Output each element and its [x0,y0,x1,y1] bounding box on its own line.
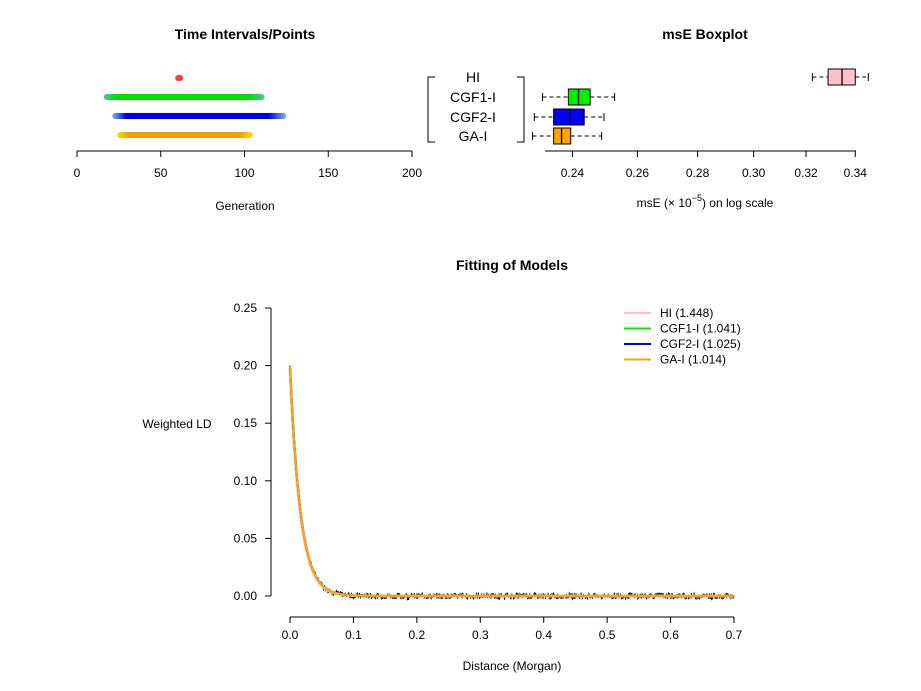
x-tick-label: 0.0 [282,628,299,642]
x-tick-label: 0.5 [599,628,616,642]
boxplot-xlabel: msE (× 10−5) on log scale [637,193,774,210]
legend-label-CGF1-I: CGF1-I (1.041) [660,322,741,336]
boxplot-panel: msE Boxplot HI CGF1-I CGF2-I GA-I 0.24 0.26 0… [427,26,869,210]
category-label-HI: HI [466,69,480,85]
timeline-tick-label: 150 [318,166,338,180]
box-HI [811,68,869,86]
xlabel-exponent: −5 [692,193,702,203]
boxplot-tick-label: 0.30 [742,166,766,180]
box-CGF1-I [541,88,616,106]
interval-bar-CGF2-I [112,113,287,119]
xlabel-prefix: msE ( [637,196,668,210]
category-label-CGF2-I: CGF2-I [450,109,496,125]
category-bracket-right [517,76,525,143]
xlabel-base: 10 [675,196,692,210]
timeline-panel: Time Intervals/Points 0 50 100 150 200 Gener… [74,26,423,213]
x-tick-label: 0.7 [726,628,743,642]
legend-label-GA-I: GA-I (1.014) [660,353,726,367]
category-bracket-left [427,76,435,143]
interval-bar-GA-I [117,132,253,138]
x-tick-label: 0.1 [345,628,362,642]
y-tick-label: 0.15 [234,416,258,430]
timeline-tick-label: 50 [154,166,168,180]
boxplot-tick-label: 0.32 [794,166,818,180]
legend-label-HI: HI (1.448) [660,306,713,320]
timeline-title: Time Intervals/Points [175,26,316,42]
timeline-tick-label: 200 [402,166,422,180]
category-label-CGF1-I: CGF1-I [450,89,496,105]
y-tick-label: 0.20 [234,359,258,373]
timeline-xlabel: Generation [215,199,274,213]
fit-title: Fitting of Models [456,257,568,273]
legend-label-CGF2-I: CGF2-I (1.025) [660,337,741,351]
fit-panel: Fitting of Models 0.00 0.05 0.10 0.15 0.20 0.… [142,257,742,673]
x-tick-label: 0.6 [662,628,679,642]
x-tick-label: 0.3 [472,628,489,642]
y-tick-label: 0.25 [234,301,258,315]
boxplot-tick-label: 0.24 [561,166,585,180]
interval-bar-CGF1-I [103,94,265,100]
legend: HI (1.448) CGF1-I (1.041)CGF2-I (1.025) GA… [624,306,741,367]
y-tick-label: 0.00 [234,589,258,603]
y-tick-label: 0.10 [234,474,258,488]
category-label-GA-I: GA-I [459,128,488,144]
fit-ylabel: Weighted LD [142,417,211,431]
box-CGF2-I [533,108,605,126]
x-tick-label: 0.4 [535,628,552,642]
timeline-tick-label: 100 [234,166,254,180]
boxplot-tick-label: 0.26 [626,166,650,180]
box-body [567,88,591,106]
timeline-tick-label: 0 [74,166,81,180]
box-GA-I [532,127,603,145]
xlabel-suffix: ) on log scale [702,196,774,210]
fit-xlabel: Distance (Morgan) [463,659,562,673]
x-tick-label: 0.2 [409,628,426,642]
boxplot-tick-label: 0.28 [686,166,710,180]
boxplot-tick-label: 0.34 [844,166,868,180]
xlabel-times: × [668,196,675,210]
y-tick-label: 0.05 [234,531,258,545]
interval-point-HI [175,75,184,81]
fit-curve-GA-I [289,366,734,597]
boxplot-title: msE Boxplot [662,26,748,42]
box-body [553,108,585,126]
